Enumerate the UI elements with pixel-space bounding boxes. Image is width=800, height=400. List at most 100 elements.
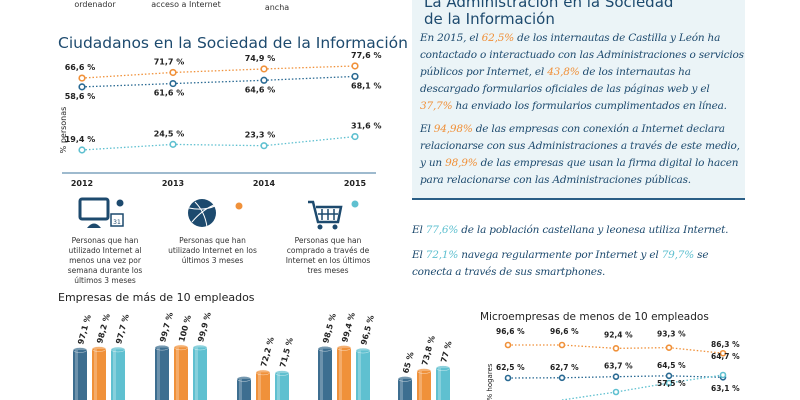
bar-highlight <box>239 378 242 400</box>
bar-highlight <box>113 349 116 400</box>
bar-highlight <box>75 350 78 400</box>
data-label: 86,3 % <box>711 340 740 349</box>
legend-label: Personas que han utilizado Internet al m… <box>67 236 143 285</box>
globe-icon <box>188 199 243 228</box>
bar-cap <box>317 345 333 352</box>
bar-body <box>174 347 188 400</box>
admin-paragraph: El 94,98% de las empresas con conexión a… <box>420 121 745 189</box>
highlight-value: 72,1% <box>425 249 459 261</box>
data-label: 68,1 % <box>351 81 382 90</box>
bar-cap <box>397 376 413 382</box>
highlight-value: 77,6% <box>425 224 459 236</box>
data-label: 99,4 % <box>340 312 357 344</box>
data-label: 65 % <box>401 351 415 375</box>
data-label: 31,6 % <box>351 122 382 131</box>
data-point <box>78 146 86 154</box>
bar-highlight <box>195 347 198 400</box>
bar <box>274 370 290 400</box>
data-label: 72,2 % <box>259 336 276 368</box>
computer-calendar-icon: 31 <box>78 197 124 228</box>
bar-cap <box>72 347 88 353</box>
bar <box>355 347 371 400</box>
shopping-cart-icon <box>308 200 359 230</box>
data-point <box>351 72 359 81</box>
data-point <box>169 68 177 77</box>
data-point <box>169 140 177 148</box>
bar <box>397 376 413 400</box>
text-run: de los internautas de Castilla y León ha… <box>420 32 744 78</box>
bar <box>336 345 352 400</box>
admin-title: de la Información <box>424 10 555 28</box>
data-point <box>665 372 673 380</box>
data-label: 73,8 % <box>420 335 437 367</box>
data-label: 57,5 % <box>657 379 686 388</box>
bar-body <box>318 348 332 400</box>
data-point <box>351 62 359 70</box>
data-point <box>665 379 673 387</box>
bar-cap <box>336 345 352 351</box>
top-label: ancha <box>264 3 290 12</box>
text-run: El <box>412 224 426 236</box>
text-run: de la población castellana y leonesa uti… <box>458 224 729 236</box>
bar-body <box>436 368 450 400</box>
bar-cap <box>91 346 107 352</box>
svg-text:31: 31 <box>113 219 121 226</box>
x-tick-label: 2014 <box>253 179 276 188</box>
top-label: ordenador <box>74 0 116 9</box>
chart1-title: Ciudadanos en la Sociedad de la Informac… <box>58 34 408 52</box>
data-label: 64,6 % <box>245 85 276 94</box>
bar-highlight <box>176 347 179 400</box>
data-point <box>260 142 268 150</box>
bar-body <box>111 349 125 400</box>
bar-body <box>256 372 270 400</box>
bar-cap <box>110 346 126 353</box>
legend-label: Personas que han comprado a través de In… <box>285 236 371 275</box>
legend-label: Personas que han utilizado Internet en l… <box>168 236 257 265</box>
data-label: 64,5 % <box>657 361 686 370</box>
text-run: navega regularmente por Internet y el <box>458 249 662 261</box>
bar <box>72 347 88 400</box>
bar-highlight <box>339 347 342 400</box>
bar-cap <box>274 370 290 376</box>
data-label: 58,6 % <box>65 92 96 101</box>
text-run: de las empresas con conexión a Internet … <box>420 123 740 169</box>
bar-body <box>92 349 106 400</box>
data-label: 62,7 % <box>550 363 579 372</box>
bar-highlight <box>438 368 441 400</box>
x-tick-label: 2015 <box>344 179 367 188</box>
bar-cap <box>355 347 371 354</box>
bar <box>110 346 126 400</box>
series-line <box>81 135 356 151</box>
bar <box>317 345 333 400</box>
bar-highlight <box>94 349 97 400</box>
data-point <box>612 345 620 352</box>
data-label: 97,1 % <box>76 314 93 346</box>
data-label: 98,5 % <box>321 312 338 344</box>
bar <box>91 346 107 400</box>
data-label: 71,5 % <box>278 337 295 369</box>
series-line <box>81 65 356 79</box>
text-run: se conecta a través de sus smartphones. <box>412 249 709 278</box>
data-point <box>719 349 727 357</box>
bar-highlight <box>258 372 261 400</box>
chart3-title: Microempresas de menos de 10 empleados <box>480 311 709 323</box>
data-label: 96,6 % <box>550 327 579 336</box>
legend-item: 31 Personas que han utilizado Internet a… <box>55 196 155 286</box>
series-line <box>561 374 724 400</box>
bar <box>416 368 432 400</box>
bar-highlight <box>358 350 361 400</box>
bar-highlight <box>320 348 323 400</box>
highlight-value: 43,8% <box>547 66 580 78</box>
text-run: ha enviado los formularios cumplimentado… <box>452 100 727 112</box>
admin-paragraph: En 2015, el 62,5% de los internautas de … <box>420 30 745 115</box>
microcompanies-line-chart: % hogares 96,6 % 96,6 % 92,4 % 93,3 % 86,3 % 6… <box>486 327 740 400</box>
data-point <box>612 373 620 380</box>
highlight-value: 79,7% <box>661 249 695 261</box>
data-label: 96,6 % <box>496 327 525 336</box>
data-label: 77 % <box>439 340 453 364</box>
bar-cap <box>173 344 189 351</box>
data-point <box>504 374 512 382</box>
text-run: En 2015, el <box>420 32 482 44</box>
text-run: El <box>420 123 434 135</box>
x-tick-label: 2013 <box>162 179 184 188</box>
